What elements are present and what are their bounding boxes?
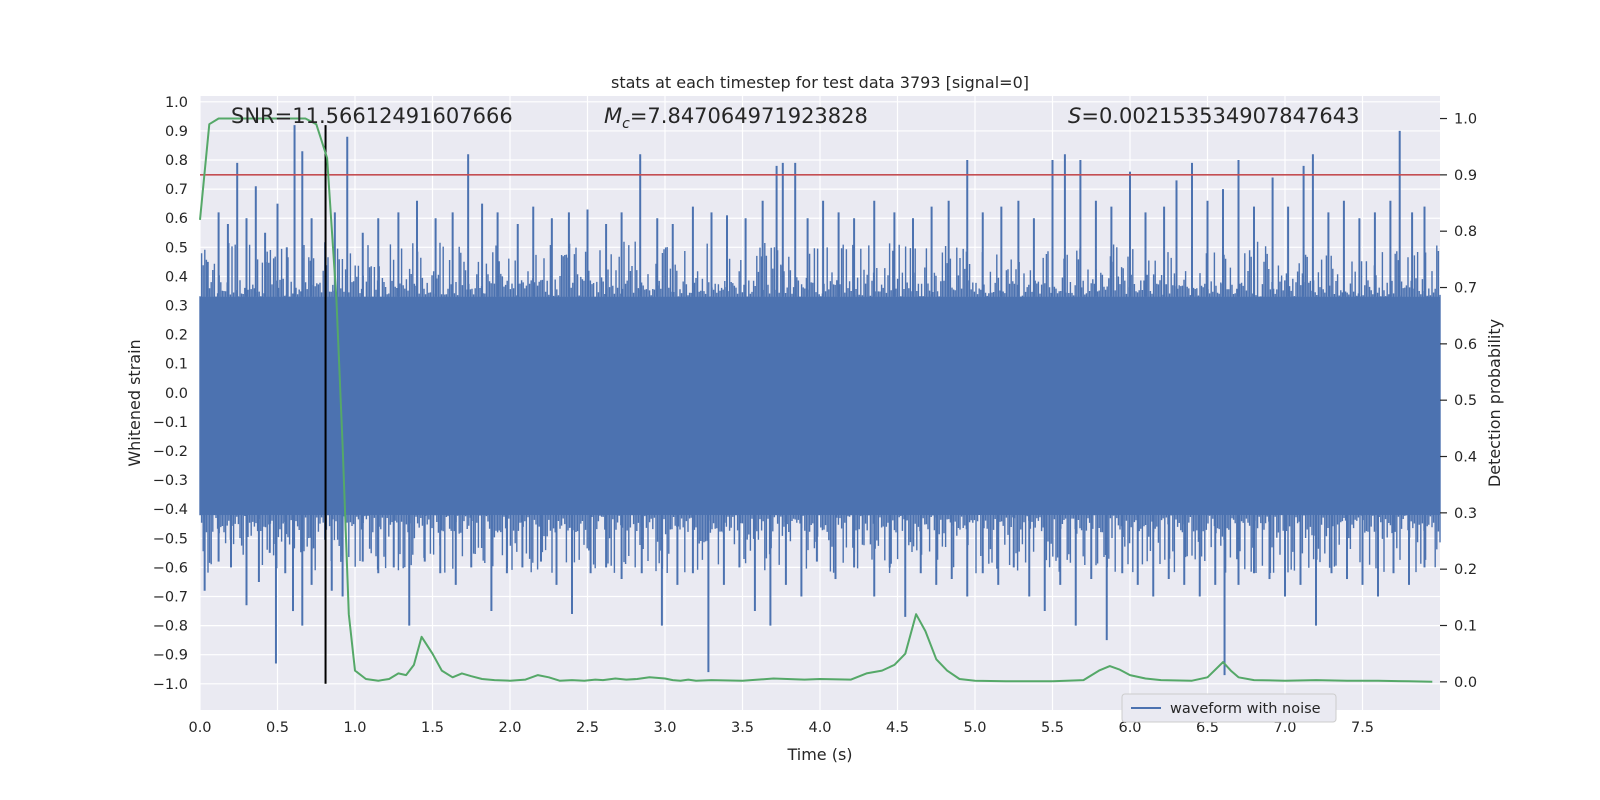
chirp-mass-annotation: Mc=7.847064971923828 [604, 104, 868, 132]
y-tick-label: −0.9 [153, 648, 188, 664]
x-tick-label: 4.5 [886, 720, 909, 736]
y2-tick-label: 0.7 [1454, 281, 1477, 297]
mc-value: =7.847064971923828 [630, 104, 868, 128]
y-axis-label: Whitened strain [125, 339, 144, 466]
x-tick-label: 6.5 [1196, 720, 1219, 736]
x-tick-label: 3.5 [731, 720, 754, 736]
y-tick-label: −0.6 [153, 560, 188, 576]
x-tick-label: 7.5 [1351, 720, 1374, 736]
x-tick-label: 3.0 [653, 720, 676, 736]
y-tick-label: 0.6 [165, 211, 188, 227]
y-tick-label: −0.3 [153, 473, 188, 489]
probability-line [199, 117, 1433, 683]
y-tick-label: −1.0 [153, 677, 188, 693]
waveform-series [199, 125, 1441, 676]
s-annotation: S=0.002153534907847643 [1068, 104, 1359, 128]
y-axis-ticks: 1.0 0.9 0.8 0.7 0.6 0.5 0.4 0.3 0.2 0.1 0.0 −0.1 −0.… [153, 95, 188, 693]
y2-tick-label: 0.5 [1454, 393, 1477, 409]
y2-tick-label: 0.2 [1454, 562, 1477, 578]
y-tick-label: 0.3 [165, 299, 188, 315]
y-tick-label: −0.2 [153, 444, 188, 460]
x-tick-label: 4.0 [808, 720, 831, 736]
x-tick-label: 5.0 [963, 720, 986, 736]
x-axis-ticks: 0.0 0.5 1.0 1.5 2.0 2.5 3.0 3.5 4.0 4.5 5.0 5.5 6.0 6… [188, 720, 1374, 736]
x-tick-label: 0.0 [188, 720, 211, 736]
y-tick-label: −0.5 [153, 531, 188, 547]
legend: waveform with noise [1121, 693, 1337, 723]
y2-tick-label: 0.3 [1454, 506, 1477, 522]
x-tick-label: 1.5 [421, 720, 444, 736]
y-tick-label: 0.8 [165, 153, 188, 169]
x-tick-label: 2.0 [498, 720, 521, 736]
noise-fill [199, 241, 1441, 574]
y-tick-label: 0.2 [165, 328, 188, 344]
s-symbol: S [1068, 104, 1081, 128]
y-tick-label: 1.0 [165, 95, 188, 111]
x-tick-label: 6.0 [1118, 720, 1141, 736]
x-tick-label: 5.5 [1041, 720, 1064, 736]
snr-annotation: SNR=11.56612491607666 [231, 104, 513, 128]
y2-axis-ticks: 1.0 0.9 0.8 0.7 0.6 0.5 0.4 0.3 0.2 0.1 0.0 [1440, 112, 1477, 691]
x-tick-label: 7.0 [1273, 720, 1296, 736]
x-tick-label: 1.0 [343, 720, 366, 736]
mc-subscript: c [622, 116, 630, 132]
y2-axis-label: Detection probability [1485, 319, 1504, 487]
x-tick-label: 0.5 [266, 720, 289, 736]
x-axis-label: Time (s) [786, 745, 852, 764]
y-tick-label: −0.4 [153, 502, 188, 518]
x-tick-label: 2.5 [576, 720, 599, 736]
y-tick-label: 0.9 [165, 124, 188, 140]
y-tick-label: −0.1 [153, 415, 188, 431]
y2-tick-label: 0.0 [1454, 675, 1477, 691]
y2-tick-label: 0.1 [1454, 619, 1477, 635]
y2-tick-label: 0.4 [1454, 450, 1477, 466]
y-tick-label: 0.1 [165, 357, 188, 373]
y2-tick-label: 0.9 [1454, 168, 1477, 184]
y-tick-label: −0.8 [153, 619, 188, 635]
overlays [199, 117, 1440, 684]
y2-tick-label: 0.6 [1454, 337, 1477, 353]
y-tick-label: −0.7 [153, 590, 188, 606]
y2-tick-label: 0.8 [1454, 224, 1477, 240]
mc-symbol: M [604, 104, 622, 128]
legend-box [1121, 693, 1337, 723]
y-tick-label: 0.5 [165, 240, 188, 256]
s-value: =0.002153534907847643 [1081, 104, 1359, 128]
y-tick-label: 0.7 [165, 182, 188, 198]
y-tick-label: 0.4 [165, 269, 188, 285]
y2-tick-label: 1.0 [1454, 112, 1477, 128]
chart-title: stats at each timestep for test data 379… [611, 73, 1029, 92]
legend-label: waveform with noise [1170, 701, 1321, 717]
y-tick-label: 0.0 [165, 386, 188, 402]
